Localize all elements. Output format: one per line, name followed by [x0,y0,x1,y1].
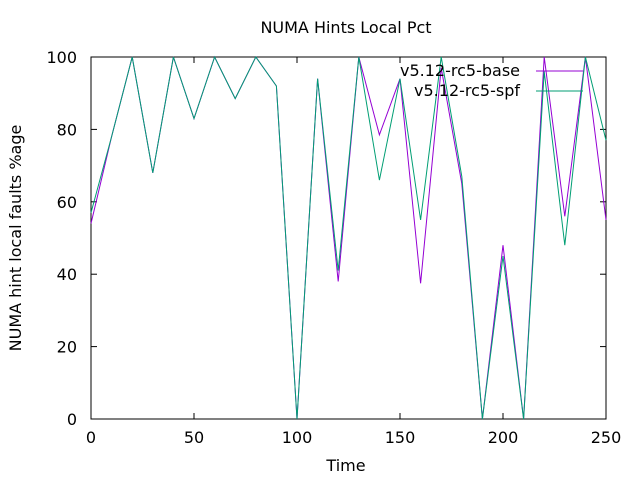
legend-label: v5.12-rc5-spf [414,81,520,100]
y-tick-label: 60 [57,193,77,212]
legend-label: v5.12-rc5-base [400,61,520,80]
y-tick-label: 80 [57,120,77,139]
plot-area: 0 50 100 150 200 250 0 20 40 60 80 100 [46,48,621,447]
y-tick-label: 40 [57,265,77,284]
plot-border [90,56,607,420]
y-tick-label: 0 [67,410,77,429]
y-tick-label: 20 [57,338,77,357]
chart-title: NUMA Hints Local Pct [260,18,431,37]
x-tick-label: 150 [385,428,416,447]
x-tick-label: 50 [184,428,204,447]
x-tick-label: 0 [86,428,96,447]
x-tick-label: 250 [591,428,622,447]
series-line-0 [90,55,607,420]
x-axis-label: Time [325,456,365,475]
x-tick-label: 100 [282,428,313,447]
series-line-1 [90,55,607,420]
x-tick-label: 200 [488,428,519,447]
y-tick-label: 100 [46,48,77,67]
y-axis-label: NUMA hint local faults %age [6,125,25,352]
